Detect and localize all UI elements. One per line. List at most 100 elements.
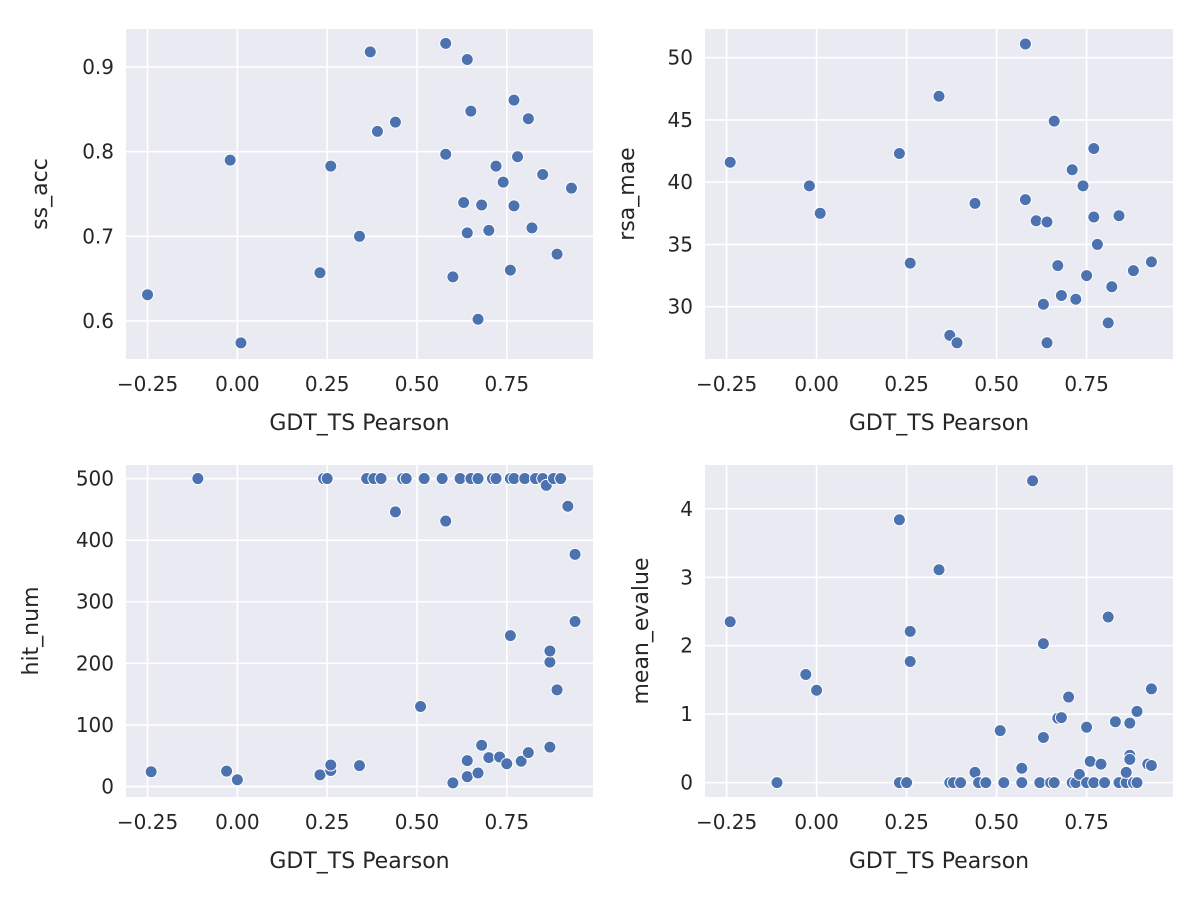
data-point bbox=[892, 147, 906, 161]
data-point bbox=[1087, 210, 1101, 224]
data-point bbox=[1144, 682, 1158, 696]
data-point bbox=[230, 773, 244, 787]
data-point bbox=[482, 751, 496, 765]
plot-area bbox=[126, 465, 593, 797]
y-tick-label: 30 bbox=[668, 295, 693, 319]
y-tick-label: 0 bbox=[680, 771, 693, 795]
data-point bbox=[554, 472, 568, 486]
data-point bbox=[1018, 193, 1032, 207]
data-point bbox=[1087, 142, 1101, 156]
x-axis-label: GDT_TS Pearson bbox=[849, 411, 1029, 436]
data-point bbox=[439, 36, 453, 50]
y-tick-label: 100 bbox=[76, 713, 114, 737]
data-point bbox=[993, 724, 1007, 738]
data-point bbox=[1080, 269, 1094, 283]
x-tick-label: 0.75 bbox=[485, 810, 530, 834]
y-tick-label: 40 bbox=[668, 170, 693, 194]
data-point bbox=[950, 336, 964, 350]
data-point bbox=[968, 196, 982, 210]
data-point bbox=[1051, 259, 1065, 273]
x-tick-label: 0.25 bbox=[884, 372, 929, 396]
data-point bbox=[223, 153, 237, 167]
data-point bbox=[543, 644, 557, 658]
data-point bbox=[543, 740, 557, 754]
data-point bbox=[460, 226, 474, 240]
x-tick-label: 0.75 bbox=[1064, 372, 1109, 396]
data-point bbox=[1033, 776, 1047, 790]
data-point bbox=[1083, 754, 1097, 768]
data-point bbox=[1072, 767, 1086, 781]
data-point bbox=[1018, 37, 1032, 51]
data-point bbox=[550, 683, 564, 697]
data-point bbox=[489, 159, 503, 173]
y-tick-label: 1 bbox=[680, 702, 693, 726]
y-tick-label: 35 bbox=[668, 232, 693, 256]
data-point bbox=[471, 766, 485, 780]
data-point bbox=[1054, 288, 1068, 302]
y-tick-label: 0.9 bbox=[82, 55, 114, 79]
x-tick-label: −0.25 bbox=[117, 372, 178, 396]
data-point bbox=[1047, 114, 1061, 128]
data-point bbox=[521, 746, 535, 760]
data-point bbox=[460, 770, 474, 784]
data-point bbox=[536, 168, 550, 182]
data-point bbox=[1026, 474, 1040, 488]
data-point bbox=[1065, 163, 1079, 177]
data-point bbox=[1047, 776, 1061, 790]
data-point bbox=[1015, 761, 1029, 775]
data-point bbox=[471, 472, 485, 486]
x-tick-label: 0.00 bbox=[794, 810, 839, 834]
data-point bbox=[507, 93, 521, 107]
x-tick-label: 0.75 bbox=[485, 372, 530, 396]
y-tick-label: 2 bbox=[680, 634, 693, 658]
data-point bbox=[399, 472, 413, 486]
data-point bbox=[550, 247, 564, 261]
x-tick-label: 0.25 bbox=[884, 810, 929, 834]
data-point bbox=[500, 757, 514, 771]
x-tick-label: −0.25 bbox=[696, 810, 757, 834]
data-point bbox=[1105, 280, 1119, 294]
data-point bbox=[1036, 297, 1050, 311]
data-point bbox=[1029, 214, 1043, 228]
data-point bbox=[900, 776, 914, 790]
data-point bbox=[234, 336, 248, 350]
x-axis-label: GDT_TS Pearson bbox=[849, 849, 1029, 874]
data-point bbox=[439, 514, 453, 528]
x-tick-label: 0.50 bbox=[974, 372, 1019, 396]
data-point bbox=[903, 624, 917, 638]
data-point bbox=[1144, 255, 1158, 269]
y-tick-label: 200 bbox=[76, 651, 114, 675]
data-point bbox=[1080, 720, 1094, 734]
data-point bbox=[1108, 715, 1122, 729]
data-point bbox=[489, 472, 503, 486]
data-point bbox=[507, 472, 521, 486]
data-point bbox=[496, 175, 510, 189]
data-point bbox=[446, 270, 460, 284]
x-tick-label: 0.25 bbox=[305, 372, 350, 396]
y-tick-label: 300 bbox=[76, 590, 114, 614]
data-point bbox=[1126, 264, 1140, 278]
data-point bbox=[543, 655, 557, 669]
y-tick-label: 0.8 bbox=[82, 140, 114, 164]
y-tick-label: 0 bbox=[101, 775, 114, 799]
x-tick-label: 0.00 bbox=[794, 372, 839, 396]
data-point bbox=[723, 615, 737, 629]
data-point bbox=[1123, 752, 1137, 766]
data-point bbox=[1069, 292, 1083, 306]
data-point bbox=[954, 776, 968, 790]
x-tick-label: −0.25 bbox=[696, 372, 757, 396]
data-point bbox=[1130, 776, 1144, 790]
data-point bbox=[1036, 637, 1050, 651]
data-point bbox=[1076, 179, 1090, 193]
chart-mean-evalue: −0.25 0.00 0.25 0.50 0.75 0 1 2 3 4 GDT_TS Pearson… bbox=[629, 465, 1173, 874]
data-point bbox=[1144, 759, 1158, 773]
data-point bbox=[521, 112, 535, 126]
data-point bbox=[324, 758, 338, 772]
chart-rsa-mae: −0.25 0.00 0.25 0.50 0.75 30 35 40 45 50 GDT_TS Pe… bbox=[615, 29, 1173, 436]
data-point bbox=[903, 654, 917, 668]
data-point bbox=[363, 45, 377, 59]
data-point bbox=[511, 150, 525, 164]
x-tick-label: 0.50 bbox=[395, 372, 440, 396]
data-point bbox=[1130, 704, 1144, 718]
data-point bbox=[471, 312, 485, 326]
